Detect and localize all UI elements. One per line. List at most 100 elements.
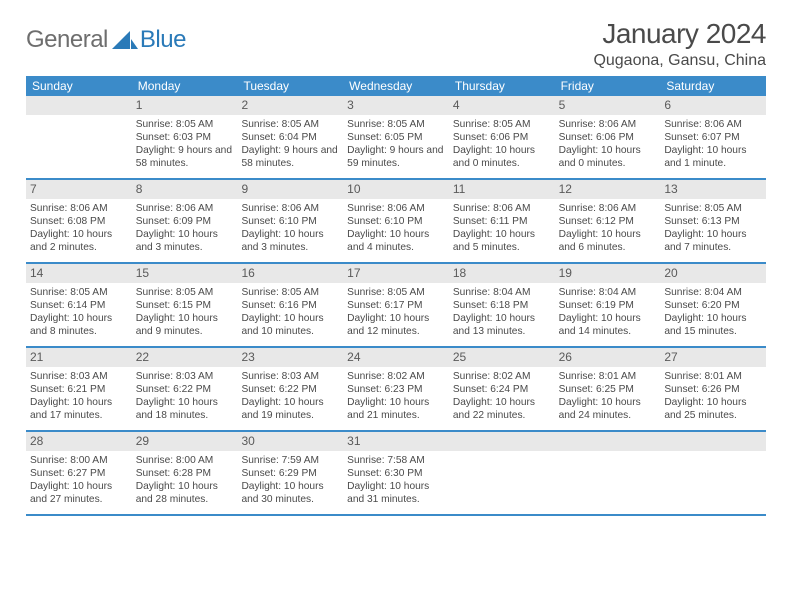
weeks-container: 1Sunrise: 8:05 AMSunset: 6:03 PMDaylight…: [26, 96, 766, 516]
day-cell: 6Sunrise: 8:06 AMSunset: 6:07 PMDaylight…: [660, 96, 766, 178]
day-number: 1: [132, 96, 238, 115]
daylight-text: Daylight: 10 hours and 0 minutes.: [453, 144, 551, 170]
day-cell: 4 Sunrise: 8:05 AMSunset: 6:06 PMDaylight…: [449, 96, 555, 178]
weekday-header: Thursday: [449, 76, 555, 96]
daylight-text: Daylight: 10 hours and 4 minutes.: [347, 228, 445, 254]
sunset-text: Sunset: 6:27 PM: [30, 467, 128, 480]
day-body: Sunrise: 8:01 AMSunset: 6:26 PMDaylight:…: [664, 369, 762, 422]
day-body: Sunrise: 8:03 AMSunset: 6:22 PMDaylight:…: [241, 369, 339, 422]
day-body: Sunrise: 8:03 AMSunset: 6:21 PMDaylight:…: [30, 369, 128, 422]
day-number: 6: [660, 96, 766, 115]
day-number: 25: [449, 348, 555, 367]
sunset-text: Sunset: 6:12 PM: [559, 215, 657, 228]
brand-part2: Blue: [140, 26, 186, 54]
day-cell: [660, 432, 766, 514]
weekday-header: Friday: [555, 76, 661, 96]
day-cell: 5Sunrise: 8:06 AMSunset: 6:06 PMDaylight…: [555, 96, 661, 178]
day-cell: 9Sunrise: 8:06 AMSunset: 6:10 PMDaylight…: [237, 180, 343, 262]
day-number: 17: [343, 264, 449, 283]
sunset-text: Sunset: 6:17 PM: [347, 299, 445, 312]
day-cell: 15Sunrise: 8:05 AMSunset: 6:15 PMDayligh…: [132, 264, 238, 346]
sunrise-text: Sunrise: 8:03 AM: [136, 370, 234, 383]
daylight-text: Daylight: 10 hours and 9 minutes.: [136, 312, 234, 338]
day-cell: 31Sunrise: 7:58 AMSunset: 6:30 PMDayligh…: [343, 432, 449, 514]
day-number: 26: [555, 348, 661, 367]
sunset-text: Sunset: 6:23 PM: [347, 383, 445, 396]
location-text: Qugaona, Gansu, China: [593, 52, 766, 70]
day-body: Sunrise: 8:05 AMSunset: 6:05 PMDaylight:…: [347, 117, 445, 170]
day-cell: 17Sunrise: 8:05 AMSunset: 6:17 PMDayligh…: [343, 264, 449, 346]
sunrise-text: Sunrise: 8:06 AM: [136, 202, 234, 215]
sunrise-text: Sunrise: 8:02 AM: [347, 370, 445, 383]
sunset-text: Sunset: 6:25 PM: [559, 383, 657, 396]
day-body: Sunrise: 8:06 AMSunset: 6:08 PMDaylight:…: [30, 201, 128, 254]
sunrise-text: Sunrise: 8:04 AM: [453, 286, 551, 299]
day-body: Sunrise: 8:05 AMSunset: 6:04 PMDaylight:…: [241, 117, 339, 170]
day-number: [660, 432, 766, 451]
day-number: 4: [449, 96, 555, 115]
daylight-text: Daylight: 10 hours and 0 minutes.: [559, 144, 657, 170]
day-body: Sunrise: 8:05 AMSunset: 6:14 PMDaylight:…: [30, 285, 128, 338]
day-body: Sunrise: 8:05 AMSunset: 6:06 PMDaylight:…: [453, 117, 551, 170]
brand-logo: General Blue: [26, 26, 186, 54]
week-row: 21Sunrise: 8:03 AMSunset: 6:21 PMDayligh…: [26, 348, 766, 432]
day-body: Sunrise: 8:03 AMSunset: 6:22 PMDaylight:…: [136, 369, 234, 422]
day-cell: 3Sunrise: 8:05 AMSunset: 6:05 PMDaylight…: [343, 96, 449, 178]
day-number: 30: [237, 432, 343, 451]
sunrise-text: Sunrise: 8:03 AM: [30, 370, 128, 383]
day-number: [26, 96, 132, 115]
sunrise-text: Sunrise: 8:05 AM: [664, 202, 762, 215]
day-cell: 22Sunrise: 8:03 AMSunset: 6:22 PMDayligh…: [132, 348, 238, 430]
sunset-text: Sunset: 6:05 PM: [347, 131, 445, 144]
sunset-text: Sunset: 6:06 PM: [453, 131, 551, 144]
daylight-text: Daylight: 10 hours and 18 minutes.: [136, 396, 234, 422]
sunset-text: Sunset: 6:21 PM: [30, 383, 128, 396]
sunrise-text: Sunrise: 8:06 AM: [453, 202, 551, 215]
sunset-text: Sunset: 6:18 PM: [453, 299, 551, 312]
sunset-text: Sunset: 6:10 PM: [347, 215, 445, 228]
sunset-text: Sunset: 6:07 PM: [664, 131, 762, 144]
daylight-text: Daylight: 10 hours and 10 minutes.: [241, 312, 339, 338]
day-cell: [449, 432, 555, 514]
title-block: January 2024 Qugaona, Gansu, China: [593, 18, 766, 70]
sunset-text: Sunset: 6:11 PM: [453, 215, 551, 228]
week-row: 1Sunrise: 8:05 AMSunset: 6:03 PMDaylight…: [26, 96, 766, 180]
brand-part1: General: [26, 26, 108, 54]
sunrise-text: Sunrise: 8:05 AM: [136, 118, 234, 131]
daylight-text: Daylight: 10 hours and 13 minutes.: [453, 312, 551, 338]
daylight-text: Daylight: 9 hours and 58 minutes.: [136, 144, 234, 170]
day-cell: 28Sunrise: 8:00 AMSunset: 6:27 PMDayligh…: [26, 432, 132, 514]
sunrise-text: Sunrise: 8:05 AM: [30, 286, 128, 299]
day-number: 20: [660, 264, 766, 283]
day-body: Sunrise: 8:05 AMSunset: 6:03 PMDaylight:…: [136, 117, 234, 170]
header-row: General Blue January 2024 Qugaona, Gansu…: [26, 18, 766, 70]
daylight-text: Daylight: 9 hours and 58 minutes.: [241, 144, 339, 170]
day-number: 11: [449, 180, 555, 199]
day-body: Sunrise: 8:00 AMSunset: 6:28 PMDaylight:…: [136, 453, 234, 506]
sunset-text: Sunset: 6:03 PM: [136, 131, 234, 144]
day-body: Sunrise: 8:04 AMSunset: 6:19 PMDaylight:…: [559, 285, 657, 338]
daylight-text: Daylight: 10 hours and 6 minutes.: [559, 228, 657, 254]
daylight-text: Daylight: 10 hours and 7 minutes.: [664, 228, 762, 254]
day-body: Sunrise: 8:04 AMSunset: 6:18 PMDaylight:…: [453, 285, 551, 338]
sunrise-text: Sunrise: 8:04 AM: [664, 286, 762, 299]
daylight-text: Daylight: 10 hours and 27 minutes.: [30, 480, 128, 506]
daylight-text: Daylight: 10 hours and 3 minutes.: [136, 228, 234, 254]
day-cell: 7 Sunrise: 8:06 AMSunset: 6:08 PMDaylight…: [26, 180, 132, 262]
day-cell: 27Sunrise: 8:01 AMSunset: 6:26 PMDayligh…: [660, 348, 766, 430]
sunrise-text: Sunrise: 7:59 AM: [241, 454, 339, 467]
sunset-text: Sunset: 6:15 PM: [136, 299, 234, 312]
sunset-text: Sunset: 6:26 PM: [664, 383, 762, 396]
day-body: Sunrise: 8:06 AMSunset: 6:09 PMDaylight:…: [136, 201, 234, 254]
day-cell: 18 Sunrise: 8:04 AMSunset: 6:18 PMDayligh…: [449, 264, 555, 346]
daylight-text: Daylight: 10 hours and 21 minutes.: [347, 396, 445, 422]
day-cell: 26Sunrise: 8:01 AMSunset: 6:25 PMDayligh…: [555, 348, 661, 430]
sunrise-text: Sunrise: 8:02 AM: [453, 370, 551, 383]
day-cell: 14Sunrise: 8:05 AMSunset: 6:14 PMDayligh…: [26, 264, 132, 346]
day-number: 18: [449, 264, 555, 283]
sunset-text: Sunset: 6:20 PM: [664, 299, 762, 312]
day-body: Sunrise: 8:06 AMSunset: 6:06 PMDaylight:…: [559, 117, 657, 170]
sunset-text: Sunset: 6:14 PM: [30, 299, 128, 312]
day-number: 7: [26, 180, 132, 199]
sunset-text: Sunset: 6:10 PM: [241, 215, 339, 228]
